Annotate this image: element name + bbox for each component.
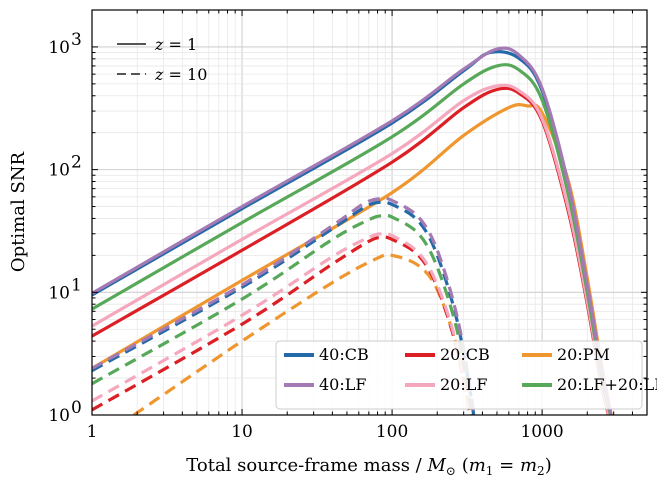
y-tick-exponent: 1 (71, 275, 82, 295)
series-40-lf-z1-line (92, 46, 613, 415)
x-axis-label: Total source-frame mass / M⊙ (m1 = m2) (186, 455, 551, 478)
y-axis-label: Optimal SNR (8, 151, 29, 272)
series-legend-box (275, 340, 643, 410)
y-tick-exponent: 3 (71, 30, 82, 50)
legend-label-20-lf-20-lf: 20:LF+20:LF (557, 375, 657, 394)
series-curves (92, 46, 613, 415)
style-legend: z = 1 z = 10 (117, 35, 207, 84)
legend-label-40-lf: 40:LF (319, 375, 366, 394)
legend-z10-label: z = 10 (154, 65, 207, 84)
series-20-pm-z10-line (132, 252, 473, 415)
x-tick-label: 1 (87, 422, 98, 442)
y-tick-label: 10 (48, 283, 70, 303)
y-tick-label: 10 (48, 406, 70, 426)
y-tick-exponent: 2 (71, 153, 82, 173)
legend-label-40-cb: 40:CB (319, 345, 369, 364)
legend-z1-label: z = 1 (154, 35, 197, 54)
series-40-lf-z10-line (92, 196, 476, 415)
plot-frame (91, 9, 648, 416)
x-tick-label: 1000 (520, 422, 563, 442)
x-tick-label: 100 (376, 422, 408, 442)
y-tick-label: 10 (48, 38, 70, 58)
legend-label-20-cb: 20:CB (440, 345, 490, 364)
series-20-cb-z10-line (92, 235, 472, 415)
y-tick-label: 10 (48, 161, 70, 181)
y-tick-exponent: 0 (71, 398, 82, 418)
axis-ticks (91, 9, 648, 416)
legend-label-20-lf: 20:LF (440, 375, 487, 394)
x-tick-label: 10 (231, 422, 253, 442)
legend-label-20-pm: 20:PM (557, 345, 610, 364)
series-20-lf-20-lf-z10-line (92, 213, 474, 415)
series-legend: 40:CB 40:LF 20:CB 20:LF 20:PM 20:LF+20:LF (275, 340, 657, 410)
